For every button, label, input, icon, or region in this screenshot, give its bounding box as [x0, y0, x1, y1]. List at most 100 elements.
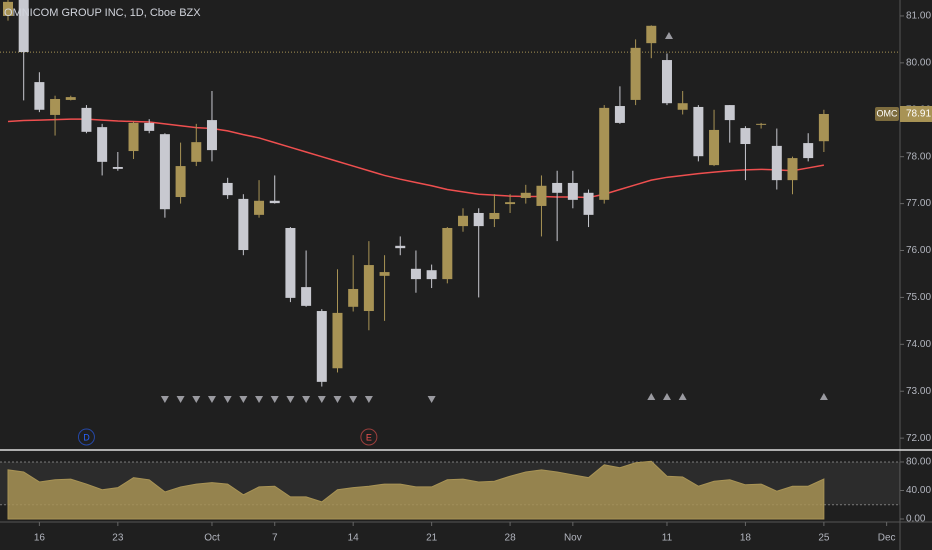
candle-body — [254, 200, 265, 215]
candle-body — [175, 166, 186, 198]
candle-body — [599, 107, 610, 200]
signal-down — [349, 396, 358, 403]
candle-body — [65, 97, 76, 100]
symbol-label: OMC — [877, 108, 898, 118]
candle-body — [787, 158, 798, 181]
signal-down — [176, 396, 185, 403]
x-tick-label: 28 — [505, 533, 517, 544]
candle-body — [206, 120, 217, 151]
candle-body — [81, 107, 92, 132]
y-tick-label: 77.00 — [906, 198, 931, 209]
candle-body — [332, 312, 343, 369]
event-badge — [77, 428, 95, 446]
x-tick-label: 16 — [34, 533, 46, 544]
candle-body — [771, 145, 782, 181]
x-tick-label: 21 — [426, 533, 438, 544]
candle-body — [112, 167, 123, 169]
candle-body — [709, 129, 720, 166]
candle-body — [269, 200, 280, 204]
candle-body — [410, 268, 421, 280]
signal-down — [333, 396, 342, 403]
signal-down — [317, 396, 326, 403]
y-tick-label: 72.00 — [906, 433, 931, 444]
signal-down — [192, 396, 201, 403]
signal-up — [678, 393, 687, 400]
x-tick-label: Dec — [878, 533, 896, 544]
candle-body — [489, 212, 500, 220]
candle-body — [18, 0, 29, 53]
y-tick-label: 80.00 — [906, 457, 931, 468]
event-label: D — [83, 432, 90, 442]
x-tick-label: 25 — [818, 533, 830, 544]
chart-title: OMNICOM GROUP INC, 1D, Cboe BZX — [4, 7, 201, 19]
signal-up — [662, 393, 671, 400]
event-label: E — [366, 432, 372, 442]
signal-up — [819, 393, 828, 400]
price-pane — [0, 0, 900, 387]
candle-body — [50, 98, 61, 115]
candle-body — [724, 105, 735, 121]
oscillator-area — [7, 460, 825, 520]
candle-body — [458, 215, 469, 227]
candle-body — [630, 47, 641, 100]
candle-body — [552, 182, 563, 193]
candle-body — [285, 227, 296, 298]
x-tick-label: 23 — [112, 533, 124, 544]
candle-body — [222, 182, 233, 196]
x-tick-label: Nov — [564, 533, 582, 544]
candle-body — [756, 123, 767, 125]
candle-body — [661, 60, 672, 104]
signal-up — [647, 393, 656, 400]
candle-body — [614, 106, 625, 123]
candle-body — [693, 106, 704, 157]
x-tick-label: 7 — [272, 533, 278, 544]
signal-down — [364, 396, 373, 403]
signal-down — [427, 396, 436, 403]
candle-body — [536, 185, 547, 206]
candle-body — [363, 265, 374, 312]
candle-body — [473, 212, 484, 227]
candle-body — [34, 82, 45, 110]
candle-body — [818, 113, 829, 142]
candle-body — [97, 127, 108, 162]
candle-body — [144, 122, 155, 131]
candle-body — [348, 288, 359, 307]
signal-down — [286, 396, 295, 403]
y-tick-label: 0.00 — [906, 514, 926, 525]
y-tick-label: 73.00 — [906, 386, 931, 397]
signal-down — [207, 396, 216, 403]
candle-body — [379, 272, 390, 276]
y-tick-label: 81.00 — [906, 11, 931, 22]
candle-body — [677, 103, 688, 110]
candle-body — [159, 134, 170, 210]
signal-up — [664, 32, 673, 39]
candle-body — [128, 122, 139, 152]
price-tag — [900, 105, 932, 122]
signal-down — [160, 396, 169, 403]
candle-body — [191, 142, 202, 162]
candle-body — [426, 270, 437, 280]
candle-body — [238, 198, 249, 251]
candle-body — [646, 25, 657, 44]
y-tick-label: 75.00 — [906, 292, 931, 303]
candle-body — [505, 202, 516, 205]
moving-average — [7, 118, 825, 199]
event-badge — [360, 428, 378, 446]
x-tick-label: Oct — [204, 533, 220, 544]
y-tick-label: 78.00 — [906, 151, 931, 162]
signal-down — [239, 396, 248, 403]
candle-body — [442, 227, 453, 280]
signal-down — [270, 396, 279, 403]
symbol-tag — [875, 106, 899, 121]
candle-body — [567, 182, 578, 200]
candle-body — [803, 143, 814, 159]
candle-body — [740, 128, 751, 145]
x-tick-label: 11 — [662, 533, 673, 544]
price-label: 78.91 — [906, 109, 931, 120]
candle-body — [3, 1, 13, 16]
x-tick-label: 14 — [348, 533, 360, 544]
overlay: OMNICOM GROUP INC, 1D, Cboe BZX 72.00 73.0… — [0, 7, 932, 544]
